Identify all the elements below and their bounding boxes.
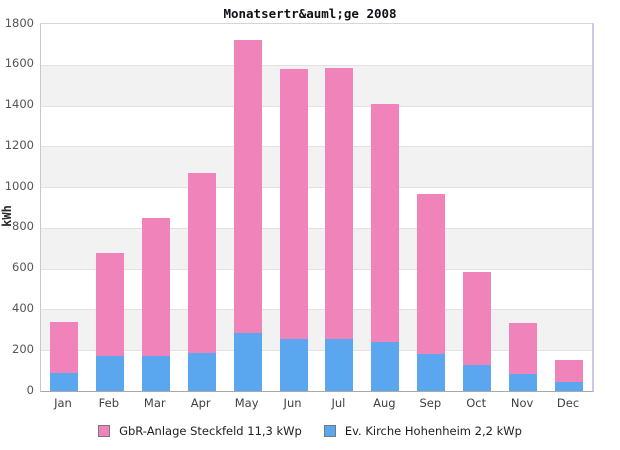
bar-segment-bottom-aug <box>371 342 400 391</box>
x-tick-label-mar: Mar <box>143 396 166 410</box>
bar-segment-top-dec <box>555 360 584 382</box>
bar-segment-bottom-feb <box>95 356 124 391</box>
x-tick-label-aug: Aug <box>373 396 396 410</box>
grid-band <box>41 227 592 269</box>
x-tick-label-jun: Jun <box>283 396 302 410</box>
gridline <box>41 309 592 311</box>
x-tick-label-oct: Oct <box>466 396 487 410</box>
bar-segment-top-jun <box>279 68 308 340</box>
bar-segment-bottom-jul <box>325 339 354 391</box>
x-tick-label-jan: Jan <box>54 396 72 410</box>
x-tick-label-nov: Nov <box>510 396 534 410</box>
chart-title: Monatsertr&auml;ge 2008 <box>223 6 397 21</box>
plot-area <box>40 23 594 392</box>
x-tick-label-jul: Jul <box>331 396 346 410</box>
bar-segment-bottom-oct <box>463 364 492 391</box>
bar-segment-top-nov <box>509 322 538 374</box>
gridline <box>41 227 592 229</box>
legend-label: GbR-Anlage Steckfeld 11,3 kWp <box>119 424 302 438</box>
grid-band <box>41 309 592 351</box>
gridline <box>41 350 592 352</box>
y-tick-label: 0 <box>26 382 34 397</box>
gridline <box>41 64 592 66</box>
legend-swatch-pink-icon <box>98 425 111 437</box>
bar-segment-top-jul <box>325 67 354 340</box>
bar-segment-top-feb <box>95 253 124 357</box>
bar-segment-bottom-apr <box>187 353 216 391</box>
y-tick-label: 1600 <box>4 56 34 71</box>
y-tick-label: 1800 <box>4 15 34 30</box>
bar-segment-top-sep <box>417 194 446 355</box>
x-tick-label-sep: Sep <box>419 396 442 410</box>
legend: GbR-Anlage Steckfeld 11,3 kWp Ev. Kirche… <box>0 424 620 438</box>
y-tick-label: 200 <box>12 341 34 356</box>
gridline <box>41 187 592 189</box>
y-tick-label: 1200 <box>4 137 34 152</box>
gridline <box>41 146 592 148</box>
grid-band <box>41 64 592 106</box>
y-tick-label: 400 <box>12 300 34 315</box>
gridline <box>41 105 592 107</box>
grid-band <box>41 146 592 188</box>
bar-segment-top-oct <box>463 271 492 365</box>
bar-segment-top-jan <box>49 321 78 373</box>
x-tick-label-feb: Feb <box>98 396 120 410</box>
bar-segment-bottom-jan <box>49 372 78 391</box>
bar-segment-top-aug <box>371 103 400 343</box>
x-tick-label-apr: Apr <box>190 396 211 410</box>
bar-segment-bottom-mar <box>141 356 170 391</box>
bar-segment-top-mar <box>141 217 170 357</box>
bar-segment-bottom-may <box>233 332 262 391</box>
legend-item-gbr-anlage-steckfeld: GbR-Anlage Steckfeld 11,3 kWp <box>98 424 302 438</box>
bar-segment-bottom-nov <box>509 373 538 391</box>
bar-segment-bottom-dec <box>555 381 584 391</box>
y-tick-label: 1000 <box>4 178 34 193</box>
bar-segment-bottom-jun <box>279 339 308 391</box>
y-tick-label: 1400 <box>4 97 34 112</box>
x-tick-label-dec: Dec <box>556 396 580 410</box>
y-tick-label: 800 <box>12 219 34 234</box>
y-tick-label: 600 <box>12 260 34 275</box>
legend-item-ev-kirche-hohenheim: Ev. Kirche Hohenheim 2,2 kWp <box>323 424 522 438</box>
legend-swatch-blue-icon <box>323 425 336 437</box>
legend-label: Ev. Kirche Hohenheim 2,2 kWp <box>344 424 522 438</box>
x-tick-label-may: May <box>234 396 259 410</box>
bar-segment-bottom-sep <box>417 354 446 391</box>
gridline <box>41 268 592 270</box>
bar-segment-top-apr <box>187 172 216 354</box>
bar-segment-top-may <box>233 40 262 333</box>
